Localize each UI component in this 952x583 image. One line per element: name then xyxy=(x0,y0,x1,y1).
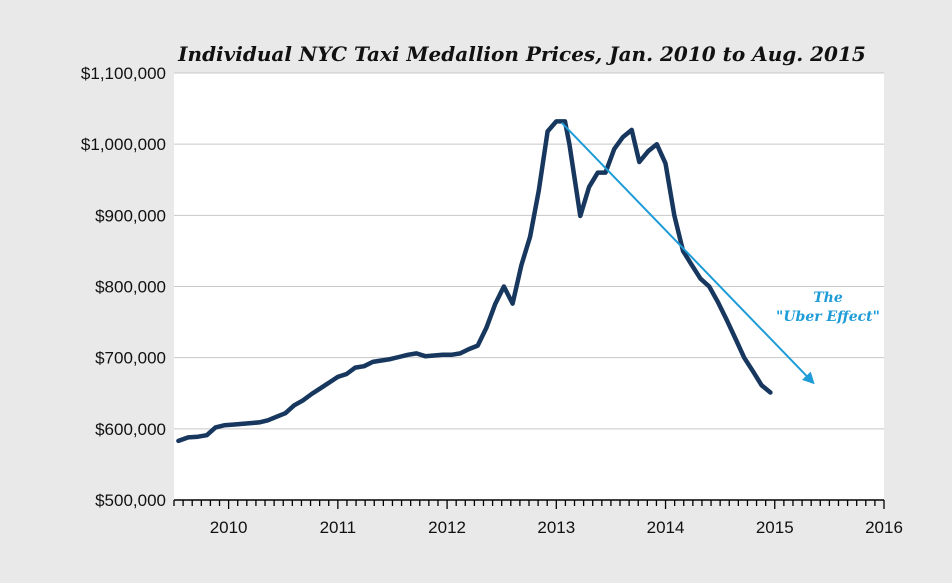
annotation-label: "Uber Effect" xyxy=(776,309,880,325)
chart-title: Individual NYC Taxi Medallion Prices, Ja… xyxy=(177,42,866,66)
series-layer xyxy=(176,119,773,444)
y-tick-label: $1,000,000 xyxy=(81,135,166,154)
y-tick-label: $1,100,000 xyxy=(81,64,166,83)
annotation-label: The xyxy=(813,290,843,306)
y-tick-label: $500,000 xyxy=(95,491,166,510)
annotation: The "Uber Effect" xyxy=(561,122,880,385)
y-tick-label: $900,000 xyxy=(95,206,166,225)
x-tick-label: 2013 xyxy=(537,518,575,537)
x-tick-label: 2012 xyxy=(428,518,466,537)
x-tick-label: 2011 xyxy=(320,518,357,537)
y-tick-label: $800,000 xyxy=(95,278,166,297)
x-tick-label: 2015 xyxy=(756,518,794,537)
trend-arrow xyxy=(561,122,815,385)
y-tick-label: $600,000 xyxy=(95,420,166,439)
y-tick-label: $700,000 xyxy=(95,349,166,368)
x-axis-tick-labels: 2010 2011 2012 2013 2014 2015 2016 xyxy=(210,518,903,537)
x-tick-label: 2014 xyxy=(647,518,685,537)
series-line xyxy=(176,119,773,444)
x-tick-label: 2016 xyxy=(865,518,903,537)
x-axis xyxy=(173,499,885,509)
x-tick-label: 2010 xyxy=(210,518,248,537)
y-axis-tick-labels: $500,000 $600,000 $700,000 $800,000 $900,000… xyxy=(81,64,166,510)
grid-lines xyxy=(174,72,884,430)
